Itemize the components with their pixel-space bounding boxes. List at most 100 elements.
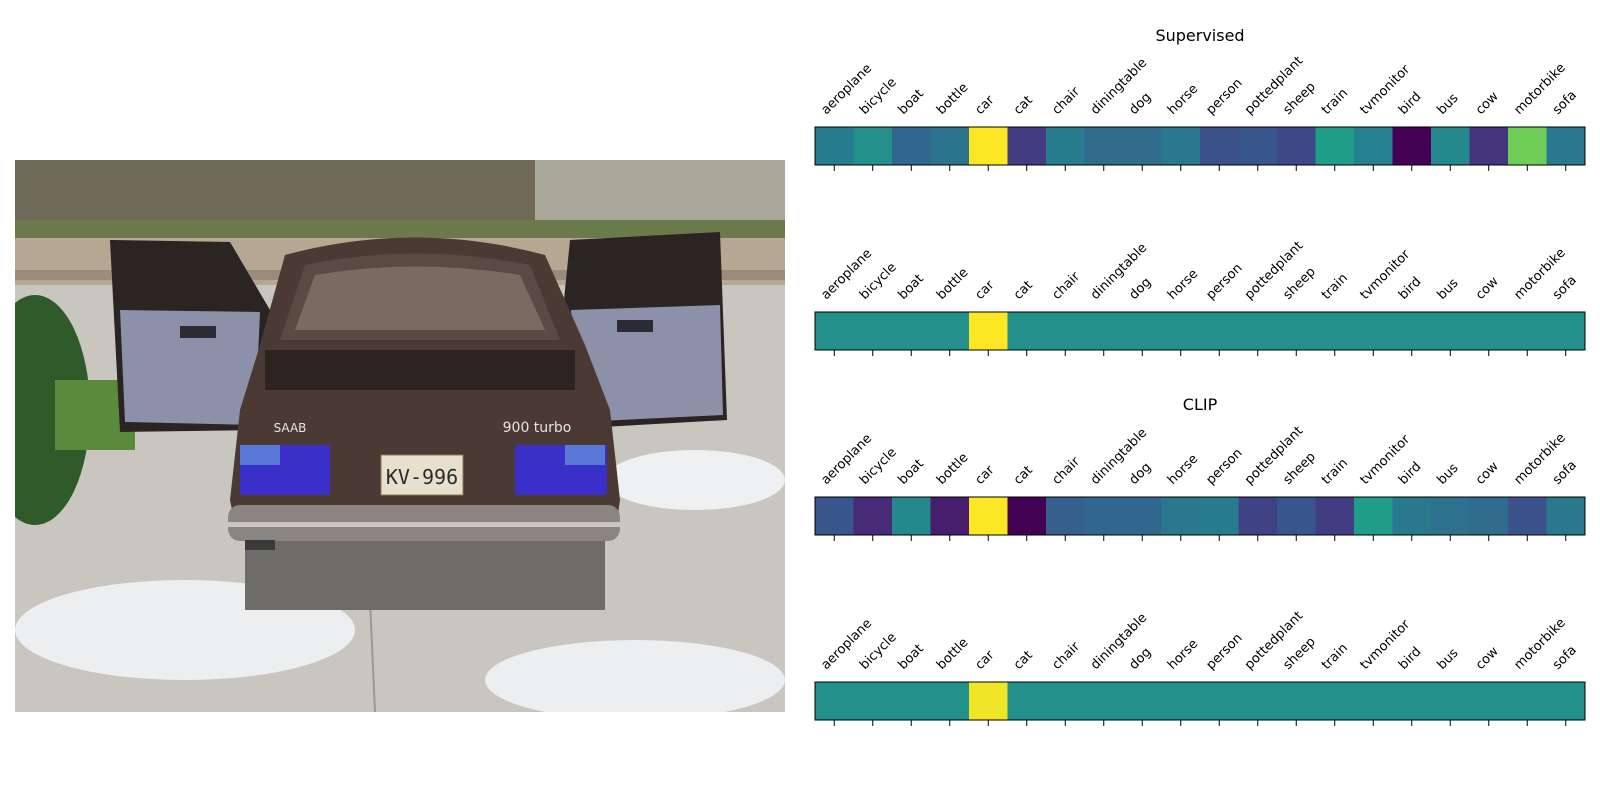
tick-label-car: car: [972, 92, 998, 118]
tick-label-horse: horse: [1165, 637, 1201, 673]
heatmap-cell-person: [1200, 312, 1239, 350]
tick-label-bottle: bottle: [934, 265, 971, 302]
heatmap-cell-motorbike: [1508, 312, 1547, 350]
heatmap-cell-car: [969, 127, 1008, 165]
tick-label-chair: chair: [1049, 454, 1083, 488]
heatmap-frame: [814, 496, 1586, 536]
heatmap-frame: [814, 311, 1586, 351]
tick-label-cat: cat: [1011, 93, 1036, 118]
heatmap-cell-dog: [1123, 682, 1162, 720]
tick-label-person: person: [1203, 631, 1245, 673]
tick-label-sofa: sofa: [1550, 88, 1580, 118]
model-badge: 900 turbo: [503, 420, 572, 436]
tick-label-person: person: [1203, 76, 1245, 118]
tick-label-cat: cat: [1011, 648, 1036, 673]
heatmap-cell-horse: [1161, 127, 1201, 165]
tick-label-cow: cow: [1473, 459, 1502, 488]
license-plate-text: KV-996: [386, 465, 458, 489]
heatmap-cell-bottle: [930, 312, 970, 350]
heatmap-cell-chair: [1046, 682, 1085, 720]
heatmap-cell-horse: [1161, 497, 1201, 535]
tick-label-bus: bus: [1434, 276, 1461, 303]
heatmap-cell-aeroplane: [815, 497, 854, 535]
tick-label-car: car: [972, 462, 998, 488]
heatmap-cell-train: [1315, 497, 1355, 535]
heatmap-cell-bird: [1392, 497, 1432, 535]
tick-label-cat: cat: [1011, 278, 1036, 303]
tick-label-chair: chair: [1049, 84, 1083, 118]
tick-label-bird: bird: [1396, 274, 1424, 302]
heatmap-cell-sofa: [1546, 312, 1586, 350]
car-photo: KV-996 900 turbo SAAB: [15, 160, 785, 712]
heatmap-cell-diningtable: [1084, 312, 1124, 350]
heatmap-cell-aeroplane: [815, 682, 854, 720]
license-plate: [380, 454, 464, 496]
tick-label-sofa: sofa: [1550, 273, 1580, 303]
heatmap-frame: [814, 681, 1586, 721]
heatmap-cell-car: [969, 682, 1008, 720]
tick-label-bird: bird: [1396, 644, 1424, 672]
tick-label-bird: bird: [1396, 89, 1424, 117]
tick-label-horse: horse: [1165, 267, 1201, 303]
tick-label-chair: chair: [1049, 269, 1083, 303]
heatmap-cell-boat: [892, 497, 931, 535]
heatmap-cell-chair: [1046, 497, 1085, 535]
heatmap-cell-person: [1200, 682, 1239, 720]
tick-label-bus: bus: [1434, 91, 1461, 118]
tick-label-boat: boat: [895, 272, 926, 303]
heatmap-cell-cat: [1007, 127, 1047, 165]
heatmap-cell-bicycle: [853, 497, 893, 535]
heatmap-cell-bus: [1431, 312, 1470, 350]
heatmap-cell-pottedplant: [1238, 682, 1278, 720]
tick-label-train: train: [1319, 271, 1351, 303]
heatmap-cell-bicycle: [853, 312, 893, 350]
tick-label-chair: chair: [1049, 639, 1083, 673]
tick-label-cat: cat: [1011, 463, 1036, 488]
tick-label-dog: dog: [1126, 645, 1154, 673]
heatmap-cell-sheep: [1277, 312, 1316, 350]
heatmap-cell-bird: [1392, 312, 1432, 350]
heatmap-cell-car: [969, 497, 1008, 535]
heatmap-cell-bicycle: [853, 127, 893, 165]
tick-label-cow: cow: [1473, 274, 1502, 303]
tick-label-bus: bus: [1434, 461, 1461, 488]
tick-label-cow: cow: [1473, 644, 1502, 673]
heatmap-cell-boat: [892, 312, 931, 350]
heatmap-cell-cow: [1469, 127, 1509, 165]
heatmap-cell-sheep: [1277, 682, 1316, 720]
heatmap-cell-car: [969, 312, 1008, 350]
tick-label-boat: boat: [895, 457, 926, 488]
heatmap-cell-tvmonitor: [1354, 497, 1393, 535]
heatmap-cell-cow: [1469, 497, 1509, 535]
heatmap-cell-tvmonitor: [1354, 312, 1393, 350]
tick-label-person: person: [1203, 446, 1245, 488]
heatmap-cell-train: [1315, 682, 1355, 720]
heatmap-cell-bottle: [930, 497, 970, 535]
heatmap-cell-tvmonitor: [1354, 682, 1393, 720]
tick-label-boat: boat: [895, 87, 926, 118]
tick-label-dog: dog: [1126, 275, 1154, 303]
tick-label-car: car: [972, 647, 998, 673]
heatmap-cell-chair: [1046, 312, 1085, 350]
tick-label-dog: dog: [1126, 460, 1154, 488]
tick-label-sheep: sheep: [1280, 79, 1318, 117]
tick-label-sofa: sofa: [1550, 643, 1580, 673]
heatmap-cell-train: [1315, 312, 1355, 350]
tick-label-train: train: [1319, 86, 1351, 118]
tick-label-bottle: bottle: [934, 80, 971, 117]
heatmap-cell-pottedplant: [1238, 497, 1278, 535]
tick-label-bird: bird: [1396, 459, 1424, 487]
heatmap-cell-horse: [1161, 682, 1201, 720]
tick-label-horse: horse: [1165, 82, 1201, 118]
heatmap-cell-cat: [1007, 497, 1047, 535]
tick-label-car: car: [972, 277, 998, 303]
heatmap-cell-sofa: [1546, 682, 1586, 720]
tick-label-dog: dog: [1126, 90, 1154, 118]
heatmap-cell-dog: [1123, 312, 1162, 350]
tick-label-horse: horse: [1165, 452, 1201, 488]
heatmap-cell-cat: [1007, 312, 1047, 350]
heatmap-cell-aeroplane: [815, 312, 854, 350]
